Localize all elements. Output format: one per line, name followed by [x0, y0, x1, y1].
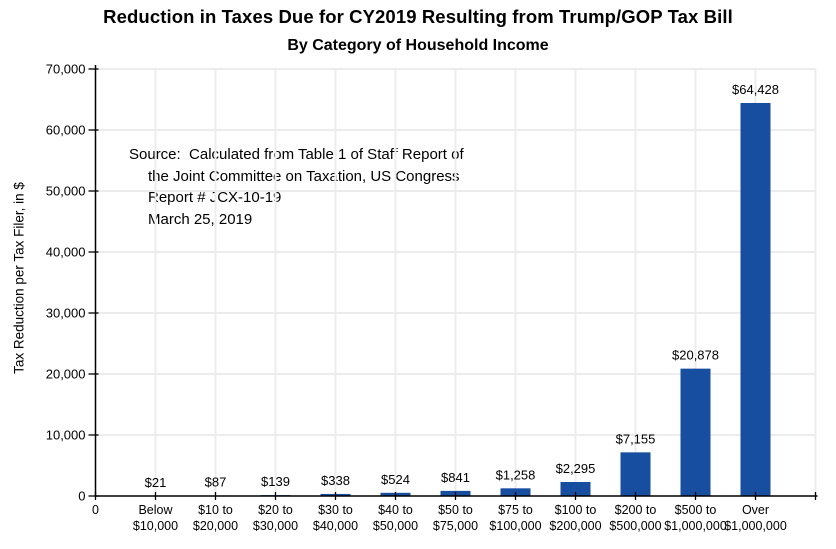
y-tick-label: 50,000: [46, 184, 86, 199]
bar-value-label: $841: [441, 470, 470, 485]
y-tick-label: 0: [78, 489, 85, 504]
y-tick-label: 30,000: [46, 306, 86, 321]
bar-value-label: $2,295: [556, 461, 596, 476]
x-category-label: $50 to $75,000: [433, 503, 478, 533]
x-category-label: $200 to $500,000: [609, 503, 661, 533]
y-tick-label: 70,000: [46, 62, 86, 77]
x-category-label: $40 to $50,000: [373, 503, 418, 533]
bar: [680, 368, 711, 496]
x-origin-label: 0: [92, 503, 99, 517]
bar-value-label: $139: [261, 474, 290, 489]
bar: [740, 102, 771, 496]
chart-title: Reduction in Taxes Due for CY2019 Result…: [103, 6, 733, 27]
x-category-label: $75 to $100,000: [489, 503, 541, 533]
bar: [620, 452, 651, 496]
source-note-line: Report # JCX-10-19: [148, 189, 282, 206]
x-category-label: Over $1,000,000: [724, 503, 787, 533]
bar-value-label: $1,258: [496, 467, 536, 482]
x-category-label: Below $10,000: [133, 503, 178, 533]
x-category-label: $500 to $1,000,000: [664, 503, 727, 533]
bar-value-label: $338: [321, 473, 350, 488]
bar-value-label: $7,155: [616, 431, 656, 446]
chart-subtitle: By Category of Household Income: [287, 37, 549, 54]
bar-value-label: $64,428: [732, 82, 779, 97]
bar-value-label: $87: [205, 474, 227, 489]
y-tick-label: 10,000: [46, 428, 86, 443]
bar: [560, 482, 591, 496]
source-note-line: the Joint Committee on Taxation, US Cong…: [148, 167, 460, 185]
x-category-label: $20 to $30,000: [253, 503, 298, 533]
bar-value-label: $21: [145, 475, 167, 490]
x-category-label: $10 to $20,000: [193, 503, 238, 533]
y-tick-label: 60,000: [46, 123, 86, 138]
x-category-label: $30 to $40,000: [313, 503, 358, 533]
bar-value-label: $524: [381, 472, 410, 487]
source-note-line: Source: Calculated from Table 1 of Staff…: [129, 146, 464, 163]
source-note: Source: Calculated from Table 1 of Staff…: [129, 144, 464, 230]
source-note-line: March 25, 2019: [148, 210, 253, 228]
bar-value-label: $20,878: [672, 348, 719, 363]
y-tick-label: 20,000: [46, 367, 86, 382]
y-tick-label: 40,000: [46, 245, 86, 260]
x-category-label: $100 to $200,000: [549, 503, 601, 533]
